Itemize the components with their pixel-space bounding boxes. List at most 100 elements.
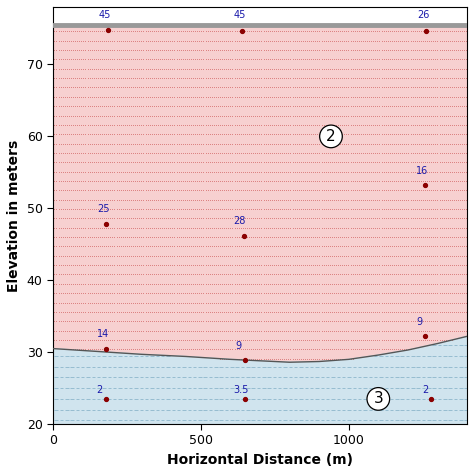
Point xyxy=(330,261,338,269)
Point xyxy=(171,158,178,166)
Point xyxy=(314,299,321,306)
Point xyxy=(243,290,251,297)
Point xyxy=(382,65,390,73)
Point xyxy=(136,168,143,175)
Point xyxy=(258,252,265,260)
Point xyxy=(210,196,218,203)
Point xyxy=(346,112,354,119)
Point xyxy=(231,280,238,288)
Point xyxy=(303,93,311,100)
Point xyxy=(372,308,379,316)
Point xyxy=(117,112,125,119)
Point xyxy=(241,149,249,157)
Point xyxy=(284,46,292,54)
Point xyxy=(284,336,292,344)
Point xyxy=(337,327,344,334)
Point xyxy=(338,271,346,278)
Point xyxy=(196,271,203,278)
Point xyxy=(266,233,273,241)
Point xyxy=(438,121,446,128)
Point xyxy=(121,271,128,278)
Point xyxy=(59,93,66,100)
Point xyxy=(349,46,356,54)
Point xyxy=(220,187,228,194)
Point xyxy=(110,149,118,157)
Point xyxy=(386,93,393,100)
Point xyxy=(173,336,181,344)
Point xyxy=(140,261,147,269)
Point xyxy=(175,290,182,297)
Point xyxy=(80,84,87,91)
Point xyxy=(183,168,191,175)
Point xyxy=(386,121,393,128)
Point xyxy=(227,112,234,119)
Point xyxy=(53,168,60,175)
Point xyxy=(322,346,329,353)
Point xyxy=(262,327,269,334)
Point xyxy=(376,140,383,147)
Point xyxy=(227,121,234,128)
Point xyxy=(113,336,120,344)
Point xyxy=(131,290,139,297)
Point xyxy=(225,290,232,297)
Point xyxy=(169,37,176,45)
Point xyxy=(432,196,439,203)
Point xyxy=(255,346,263,353)
Point xyxy=(338,140,346,147)
Point xyxy=(110,318,118,325)
Point xyxy=(370,158,377,166)
Point xyxy=(365,84,373,91)
Point xyxy=(442,233,449,241)
Point xyxy=(191,318,199,325)
Point xyxy=(343,215,350,222)
Point xyxy=(421,243,429,250)
Point xyxy=(372,149,379,157)
Point xyxy=(156,93,164,100)
Point xyxy=(249,102,257,110)
Point xyxy=(241,74,249,82)
Point xyxy=(351,158,358,166)
Point xyxy=(438,318,446,325)
Point xyxy=(158,130,166,138)
Point xyxy=(425,37,433,45)
Point xyxy=(216,65,224,73)
Point xyxy=(394,224,402,231)
Point xyxy=(357,346,365,353)
Point xyxy=(264,280,272,288)
Point xyxy=(86,130,93,138)
Point xyxy=(376,290,383,297)
Point xyxy=(57,318,64,325)
Point xyxy=(183,205,191,213)
Point xyxy=(200,130,207,138)
Point xyxy=(177,280,184,288)
Point xyxy=(92,261,100,269)
Point xyxy=(204,215,211,222)
Point xyxy=(274,46,282,54)
Point xyxy=(69,121,77,128)
Point xyxy=(442,37,449,45)
Point xyxy=(113,27,120,35)
Point xyxy=(448,196,456,203)
Point xyxy=(102,140,110,147)
Point xyxy=(119,290,127,297)
Point xyxy=(193,112,201,119)
Point xyxy=(382,130,390,138)
Point xyxy=(158,74,166,82)
Point xyxy=(233,65,240,73)
Point xyxy=(98,168,106,175)
Point xyxy=(372,102,379,110)
Point xyxy=(255,46,263,54)
Point xyxy=(125,149,133,157)
Point xyxy=(429,280,437,288)
Point xyxy=(84,205,91,213)
Point xyxy=(84,37,91,45)
Point xyxy=(237,280,245,288)
Point xyxy=(235,243,243,250)
Point xyxy=(255,149,263,157)
Point xyxy=(136,84,143,91)
Point xyxy=(228,93,236,100)
Point xyxy=(303,215,311,222)
Point xyxy=(450,93,458,100)
Point xyxy=(140,308,147,316)
Point xyxy=(299,121,307,128)
